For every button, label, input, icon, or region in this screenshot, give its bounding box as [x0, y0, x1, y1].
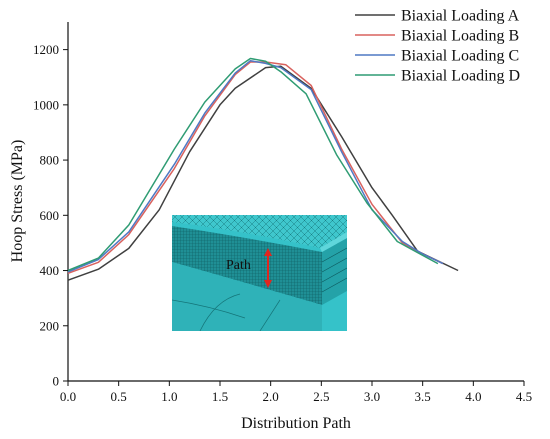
- legend-label: Biaxial Loading C: [401, 48, 519, 65]
- x-tick-label: 1.5: [212, 389, 228, 404]
- series-lines: [67, 57, 459, 281]
- inset-coarse-mesh: [172, 215, 347, 248]
- y-tick-label: 0: [53, 374, 60, 389]
- x-tick-label: 4.0: [465, 389, 481, 404]
- legend: Biaxial Loading A Biaxial Loading B Biaxia…: [355, 8, 520, 85]
- x-tick-label: 3.5: [415, 389, 431, 404]
- y-tick-label: 1200: [33, 42, 59, 57]
- x-axis-title: Distribution Path: [241, 415, 351, 432]
- x-tick-label: 2.0: [263, 389, 279, 404]
- x-tick-label: 3.0: [364, 389, 380, 404]
- y-tick-label: 400: [40, 263, 60, 278]
- axes: [67, 22, 524, 382]
- legend-label: Biaxial Loading A: [401, 8, 520, 25]
- inset-path-label: Path: [226, 258, 251, 273]
- x-tick-label: 1.0: [161, 389, 177, 404]
- x-tick-label: 4.5: [516, 389, 532, 404]
- legend-label: Biaxial Loading D: [401, 68, 520, 85]
- series-line-a: [67, 65, 459, 281]
- x-tick-label: 0.0: [60, 389, 76, 404]
- inset-path-arrow-head-bottom: [264, 280, 272, 288]
- y-tick-label: 1000: [33, 97, 59, 112]
- y-tick-label: 600: [40, 208, 60, 223]
- series-line-c: [67, 59, 444, 273]
- x-tick-label: 2.5: [313, 389, 329, 404]
- inset-lower-body: [172, 262, 322, 331]
- legend-label: Biaxial Loading B: [401, 28, 519, 45]
- inset-top-face: [320, 232, 347, 252]
- inset-path-arrow-head-top: [264, 248, 272, 256]
- inset-side-block-lines: [321, 247, 347, 293]
- series-line-d: [67, 57, 439, 272]
- x-ticks: 0.0 0.5 1.0 1.5 2.0 2.5 3.0 3.5 4.0 4.5: [60, 381, 532, 404]
- y-axis-title: Hoop Stress (MPa): [9, 140, 26, 263]
- y-tick-label: 800: [40, 153, 60, 168]
- y-ticks: 0 200 400 600 800 1000 1200: [33, 42, 68, 389]
- inset-lower-body-lines: [172, 293, 281, 331]
- x-tick-label: 0.5: [111, 389, 127, 404]
- inset-mesh-image: Path: [172, 215, 347, 331]
- inset-fine-mesh-band: [172, 226, 322, 305]
- y-tick-label: 200: [40, 318, 60, 333]
